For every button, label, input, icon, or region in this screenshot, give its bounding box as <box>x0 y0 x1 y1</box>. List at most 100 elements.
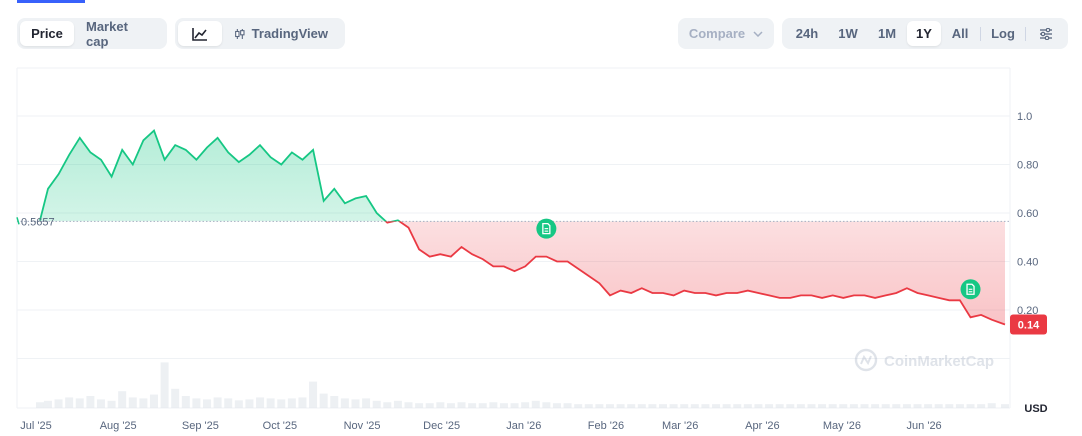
volume-bar <box>160 362 169 408</box>
volume-bar <box>309 381 318 408</box>
area-above-baseline <box>40 130 1005 222</box>
volume-bar <box>36 402 44 408</box>
volume-bar <box>277 399 286 408</box>
volume-bar <box>224 398 233 408</box>
tab-tradingview[interactable]: TradingView <box>222 21 340 46</box>
y-unit-label: USD <box>1024 403 1047 415</box>
chevron-down-icon <box>753 30 763 37</box>
volume-bar <box>871 404 880 408</box>
volume-bar <box>393 400 402 408</box>
volume-bar <box>966 404 975 408</box>
volume-bar <box>786 404 795 408</box>
x-tick-label: Jul '25 <box>20 420 51 432</box>
document-icon <box>966 283 975 295</box>
volume-bar <box>203 399 212 408</box>
volume-bar <box>149 394 158 408</box>
x-axis-ticks: Jul '25 Aug '25 Sep '25 Oct '25 Nov '25 Dec '… <box>20 420 941 432</box>
divider <box>1025 26 1026 41</box>
x-tick-label: Mar '26 <box>662 420 698 432</box>
volume-bar <box>563 403 572 408</box>
volume-bar <box>287 398 296 408</box>
series-line-up <box>39 129 401 222</box>
tab-market-cap[interactable]: Market cap <box>86 18 128 49</box>
volume-bar <box>96 399 105 408</box>
volume-bar <box>648 404 657 408</box>
settings-button[interactable] <box>1027 21 1065 46</box>
volume-bar <box>468 403 477 408</box>
volume-bar <box>913 404 922 408</box>
compare-dropdown[interactable]: Compare <box>678 18 774 49</box>
range-1w[interactable]: 1W <box>838 26 858 41</box>
volume-bar <box>796 404 805 408</box>
watermark: CoinMarketCap <box>854 348 994 372</box>
volume-bar <box>701 404 710 408</box>
volume-bar <box>128 397 137 408</box>
volume-bar <box>574 404 583 408</box>
volume-bar <box>987 403 996 408</box>
volume-bar <box>584 404 593 408</box>
volume-bar <box>902 404 911 408</box>
volume-bar <box>351 399 360 408</box>
volume-bar <box>75 398 84 408</box>
baseline-label: 0.5657 <box>21 216 55 228</box>
volume-bar <box>627 404 636 408</box>
volume-bar <box>552 403 561 408</box>
volume-bar <box>605 404 614 408</box>
volume-bar <box>499 403 508 408</box>
range-1m[interactable]: 1M <box>877 26 897 41</box>
volume-bar <box>531 400 540 408</box>
volume-bar <box>945 404 954 408</box>
baseline-tick <box>16 217 20 225</box>
tab-price[interactable]: Price <box>20 21 74 46</box>
x-tick-label: Jan '26 <box>506 420 541 432</box>
x-tick-label: Jun '26 <box>907 420 942 432</box>
volume-bar <box>415 403 424 408</box>
volume-bar <box>1001 404 1009 408</box>
volume-bar <box>362 398 371 408</box>
volume-bar <box>690 404 699 408</box>
volume-bar <box>860 404 869 408</box>
range-1y[interactable]: 1Y <box>907 21 941 46</box>
volume-bar <box>775 404 784 408</box>
volume-bar <box>457 402 466 408</box>
volume-bar <box>955 404 964 408</box>
log-scale-button[interactable]: Log <box>991 26 1015 41</box>
active-nav-underline <box>17 0 85 3</box>
volume-bar <box>733 404 742 408</box>
current-price-badge: 0.14 <box>1010 314 1047 335</box>
volume-bar <box>383 402 392 408</box>
watermark-text: CoinMarketCap <box>884 353 994 370</box>
compare-label: Compare <box>688 26 746 41</box>
volume-bar <box>340 398 349 408</box>
current-price-value: 0.14 <box>1018 320 1040 332</box>
metric-toggle: Price Market cap <box>17 18 167 49</box>
tab-line-chart[interactable] <box>178 21 222 46</box>
volume-bar <box>118 391 127 408</box>
volume-bar <box>65 397 74 408</box>
range-24h[interactable]: 24h <box>795 26 819 41</box>
x-tick-label: Apr '26 <box>745 420 780 432</box>
x-tick-label: Feb '26 <box>588 420 624 432</box>
volume-bar <box>839 404 848 408</box>
event-marker <box>536 218 557 239</box>
volume-bar <box>171 388 180 408</box>
chart-type-toggle: TradingView <box>175 18 345 49</box>
volume-bar <box>510 403 519 408</box>
event-marker-bg <box>960 279 981 300</box>
volume-bar <box>86 396 95 408</box>
line-chart-icon <box>192 27 207 41</box>
y-tick-label: 0.60 <box>1017 208 1038 220</box>
sliders-icon <box>1040 27 1052 40</box>
x-tick-label: Sep '25 <box>182 420 219 432</box>
document-icon <box>542 223 551 235</box>
volume-bar <box>743 404 752 408</box>
tab-tradingview-label: TradingView <box>251 26 328 41</box>
range-all[interactable]: All <box>951 26 969 41</box>
series-line-down <box>384 221 1006 326</box>
volume-bar <box>542 402 551 408</box>
volume-bar <box>436 402 445 408</box>
volume-bar <box>107 400 116 408</box>
volume-bar <box>478 403 487 408</box>
y-tick-label: 0.80 <box>1017 160 1038 172</box>
